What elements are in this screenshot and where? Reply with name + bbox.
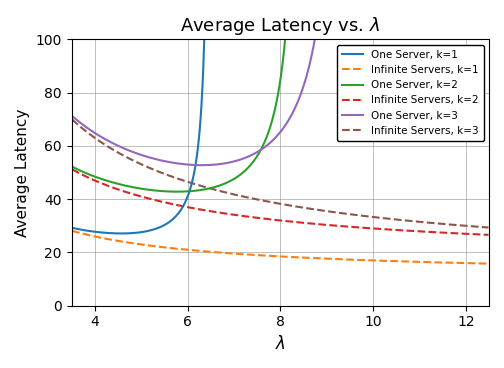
One Server, k=2 [83, 171, 89, 176]
One Server, k=3 [229, 160, 235, 164]
Line: Infinite Servers, k=1: Infinite Servers, k=1 [72, 231, 488, 263]
Line: One Server, k=1: One Server, k=1 [72, 0, 209, 233]
One Server, k=3 [69, 114, 75, 118]
Title: Average Latency vs. $\lambda$: Average Latency vs. $\lambda$ [180, 15, 380, 37]
Infinite Servers, k=3 [95, 138, 101, 142]
Line: One Server, k=3: One Server, k=3 [72, 0, 348, 165]
Infinite Servers, k=2 [95, 180, 101, 184]
One Server, k=3 [245, 155, 251, 159]
One Server, k=1 [69, 226, 75, 230]
Line: Infinite Servers, k=2: Infinite Servers, k=2 [72, 169, 488, 235]
Infinite Servers, k=3 [385, 216, 391, 221]
Infinite Servers, k=3 [322, 209, 328, 213]
Infinite Servers, k=3 [334, 210, 340, 215]
One Server, k=1 [149, 228, 155, 232]
One Server, k=1 [153, 227, 159, 231]
Infinite Servers, k=1 [334, 257, 340, 261]
X-axis label: $\lambda$: $\lambda$ [275, 335, 286, 353]
Infinite Servers, k=2 [485, 233, 491, 237]
Y-axis label: Average Latency: Average Latency [15, 108, 30, 237]
Infinite Servers, k=2 [311, 222, 317, 226]
Infinite Servers, k=2 [428, 230, 434, 234]
Infinite Servers, k=1 [428, 260, 434, 265]
One Server, k=2 [216, 184, 222, 188]
Infinite Servers, k=1 [485, 261, 491, 266]
One Server, k=1 [157, 225, 163, 230]
One Server, k=2 [267, 125, 273, 130]
Infinite Servers, k=3 [69, 117, 75, 122]
Line: Infinite Servers, k=3: Infinite Servers, k=3 [72, 120, 488, 227]
One Server, k=3 [199, 163, 205, 167]
One Server, k=2 [174, 190, 180, 194]
Infinite Servers, k=1 [69, 229, 75, 233]
Infinite Servers, k=2 [385, 227, 391, 232]
Infinite Servers, k=1 [95, 235, 101, 239]
Infinite Servers, k=2 [69, 167, 75, 171]
One Server, k=3 [237, 158, 243, 162]
One Server, k=1 [78, 227, 84, 232]
One Server, k=1 [173, 213, 179, 218]
Infinite Servers, k=3 [428, 221, 434, 225]
One Server, k=3 [307, 61, 313, 66]
One Server, k=3 [86, 127, 92, 131]
Infinite Servers, k=2 [334, 224, 340, 228]
One Server, k=3 [278, 128, 284, 133]
Legend: One Server, k=1, Infinite Servers, k=1, One Server, k=2, Infinite Servers, k=2, : One Server, k=1, Infinite Servers, k=1, … [337, 45, 484, 141]
Infinite Servers, k=3 [311, 207, 317, 212]
One Server, k=2 [203, 187, 209, 191]
One Server, k=2 [209, 186, 215, 190]
One Server, k=1 [187, 186, 194, 191]
Infinite Servers, k=1 [385, 259, 391, 263]
Infinite Servers, k=2 [322, 223, 328, 227]
One Server, k=2 [69, 164, 75, 169]
Line: One Server, k=2: One Server, k=2 [72, 0, 301, 192]
Infinite Servers, k=3 [485, 225, 491, 230]
Infinite Servers, k=1 [322, 256, 328, 261]
One Server, k=2 [243, 167, 249, 171]
One Server, k=1 [118, 231, 124, 236]
Infinite Servers, k=1 [311, 256, 317, 260]
